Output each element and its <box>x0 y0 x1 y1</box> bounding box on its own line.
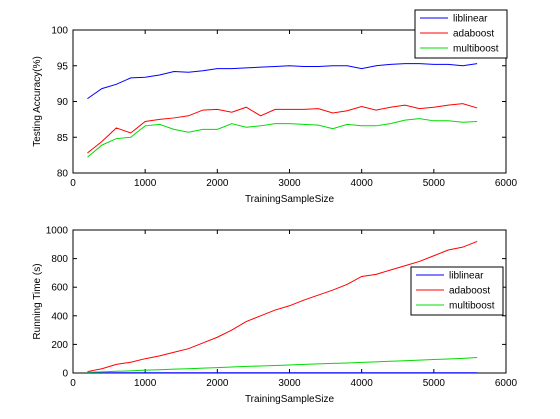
y-tick-label: 800 <box>51 254 68 265</box>
series-line-adaboost <box>87 240 478 373</box>
legend: liblinear adaboost multiboost <box>410 266 504 316</box>
x-tick-label: 6000 <box>495 178 518 189</box>
y-axis-label: Running Time (s) <box>32 263 43 339</box>
x-tick-label: 0 <box>70 178 76 189</box>
x-tick-label: 6000 <box>495 378 518 389</box>
legend-label: multiboost <box>453 44 499 55</box>
series-line-multiboost <box>87 118 478 158</box>
x-tick-label: 4000 <box>351 178 374 189</box>
legend-label: multiboost <box>449 301 495 312</box>
x-tick-label: 2000 <box>206 378 229 389</box>
y-tick-label: 95 <box>57 61 69 72</box>
legend-label: liblinear <box>449 271 484 282</box>
y-tick-label: 1000 <box>46 226 69 237</box>
series-line-adaboost <box>87 103 478 154</box>
y-axis-label: Testing Accuracy(%) <box>32 56 43 147</box>
series-line-liblinear <box>87 63 478 100</box>
legend-label: adaboost <box>453 29 494 40</box>
y-tick-label: 200 <box>51 340 68 351</box>
x-axis-label: TrainingSampleSize <box>245 194 335 205</box>
y-tick-label: 400 <box>51 311 68 322</box>
y-tick-label: 100 <box>51 26 68 37</box>
x-tick-label: 3000 <box>278 178 301 189</box>
x-tick-label: 5000 <box>423 378 446 389</box>
x-tick-label: 1000 <box>134 178 157 189</box>
legend: liblinear adaboost multiboost <box>414 9 508 59</box>
chart-1: 0 1000 2000 3000 4000 5000 6000 80 85 90 95 100 Trai… <box>32 9 518 205</box>
x-tick-label: 1000 <box>134 378 157 389</box>
y-tick-label: 0 <box>62 369 68 380</box>
x-tick-label: 2000 <box>206 178 229 189</box>
y-tick-label: 90 <box>57 97 69 108</box>
x-tick-label: 3000 <box>278 378 301 389</box>
legend-label: liblinear <box>453 14 488 25</box>
x-tick-label: 0 <box>70 378 76 389</box>
x-tick-label: 5000 <box>423 178 446 189</box>
x-tick-label: 4000 <box>351 378 374 389</box>
legend-label: adaboost <box>449 286 490 297</box>
y-tick-label: 600 <box>51 283 68 294</box>
x-axis-label: TrainingSampleSize <box>245 394 335 405</box>
y-tick-label: 80 <box>57 169 69 180</box>
y-tick-label: 85 <box>57 133 69 144</box>
series-line-multiboost <box>87 357 478 373</box>
chart-2: 0 1000 2000 3000 4000 5000 6000 0 200 400 600 800 10… <box>32 226 518 406</box>
